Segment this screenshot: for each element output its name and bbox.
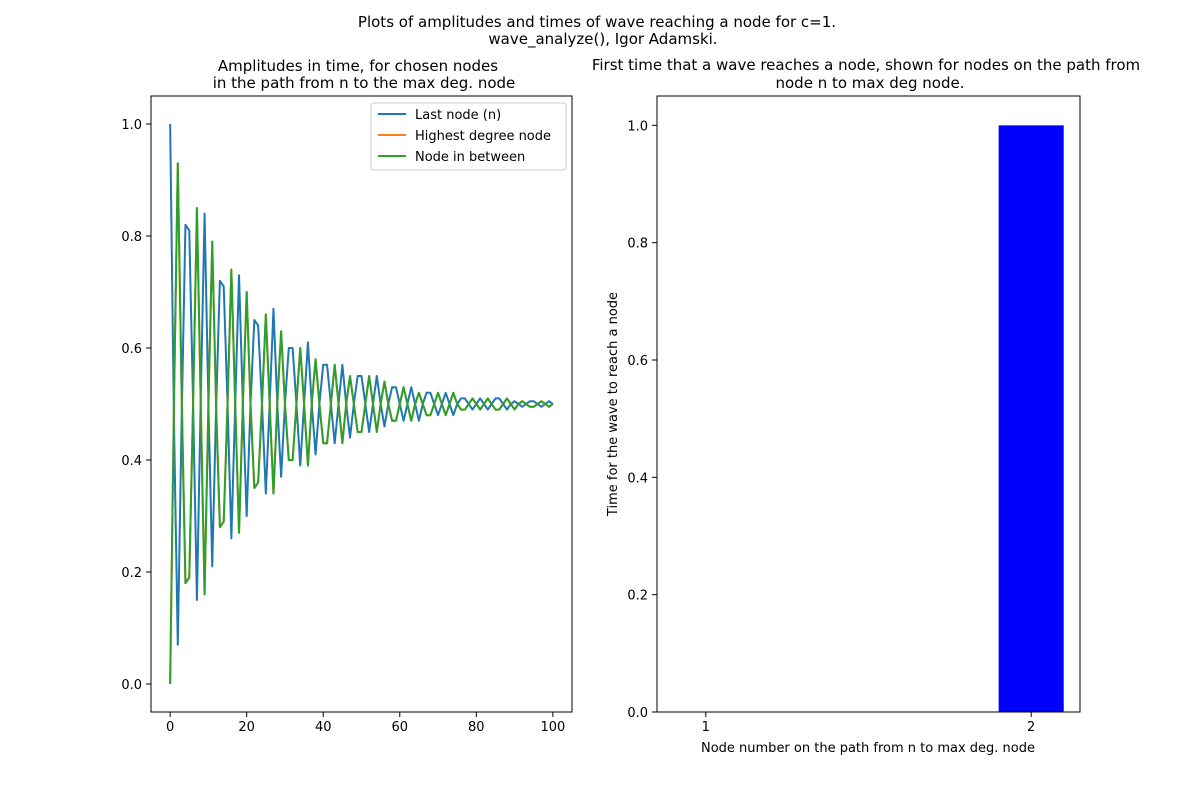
right-chart-bars (998, 125, 1064, 713)
left-chart-series-lines (169, 123, 554, 685)
right-y-tick-label: 0.4 (627, 471, 648, 486)
series-line-node-in-between (169, 162, 554, 685)
left-chart-ticks: 0 20 40 60 80 100 0.0 0.2 0.4 0.6 0.8 1.0 (121, 118, 565, 735)
left-chart-title-line-1: Amplitudes in time, for chosen nodes (218, 57, 498, 75)
right-chart-ylabel: Time for the wave to reach a node (606, 292, 621, 517)
right-y-tick-label: 0.2 (627, 589, 648, 604)
left-x-tick-label: 100 (540, 720, 565, 735)
suptitle-line-1: Plots of amplitudes and times of wave re… (358, 13, 836, 31)
right-y-tick-label: 0.8 (627, 237, 648, 252)
legend-label-node-in-between: Node in between (415, 150, 525, 165)
left-x-tick-label: 40 (315, 720, 332, 735)
left-y-tick-label: 0.8 (121, 230, 142, 245)
suptitle-line-2: wave_analyze(), Igor Adamski. (488, 30, 717, 49)
left-y-tick-label: 0.6 (121, 342, 142, 357)
right-y-tick-label: 0.0 (627, 706, 648, 721)
left-y-tick-label: 1.0 (121, 118, 142, 133)
legend-box (370, 102, 567, 171)
left-x-tick-label: 80 (468, 720, 485, 735)
right-chart-ticks: 1 2 0.0 0.2 0.4 0.6 0.8 1.0 (627, 119, 1035, 735)
right-chart-frame (656, 95, 1081, 713)
right-chart-title-line-1: First time that a wave reaches a node, s… (592, 56, 1140, 74)
legend-label-highest-degree-node: Highest degree node (415, 129, 551, 144)
left-y-tick-label: 0.0 (121, 678, 142, 693)
right-bar-chart: First time that a wave reaches a node, s… (592, 56, 1140, 756)
right-y-tick-label: 0.6 (627, 354, 648, 369)
left-chart-legend: Last node (n) Highest degree node Node i… (370, 102, 567, 171)
left-chart-title-line-2: in the path from n to the max deg. node (213, 74, 516, 92)
left-y-tick-label: 0.2 (121, 566, 142, 581)
legend-label-last-node: Last node (n) (415, 108, 501, 123)
right-x-tick-label: 1 (702, 720, 710, 735)
left-x-tick-label: 60 (391, 720, 408, 735)
left-x-tick-label: 20 (238, 720, 255, 735)
left-y-tick-label: 0.4 (121, 454, 142, 469)
right-chart-xlabel: Node number on the path from n to max de… (701, 741, 1035, 756)
right-x-tick-label: 2 (1027, 720, 1035, 735)
left-line-chart: Amplitudes in time, for chosen nodes in … (121, 57, 573, 735)
left-x-tick-label: 0 (166, 720, 174, 735)
series-line-last-node (169, 123, 554, 646)
left-chart-frame (150, 95, 573, 713)
right-chart-title-line-2: node n to max deg node. (776, 74, 965, 92)
right-y-tick-label: 1.0 (627, 119, 648, 134)
bar-node-2 (998, 125, 1064, 713)
